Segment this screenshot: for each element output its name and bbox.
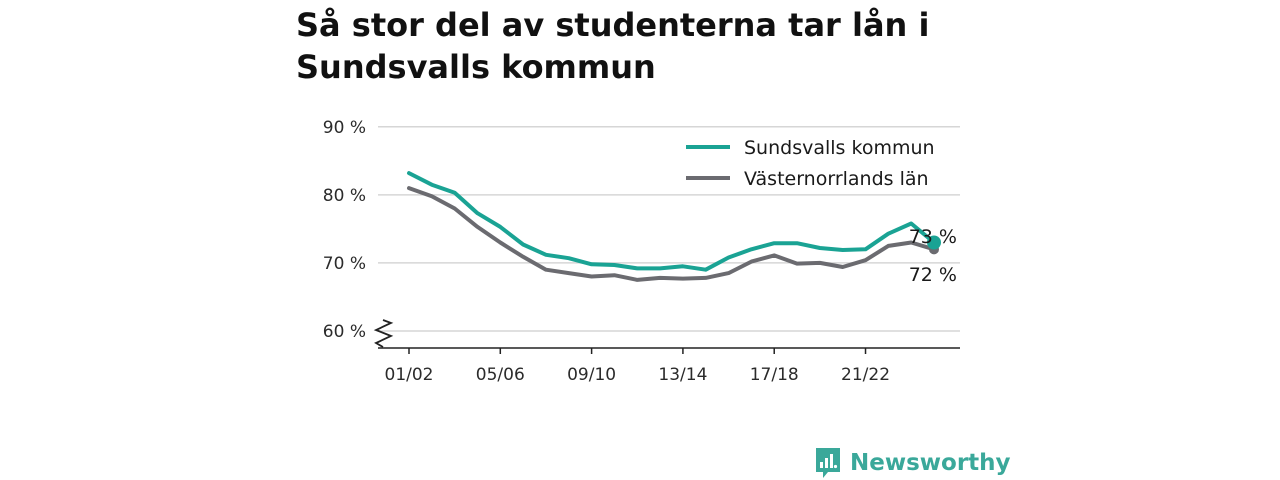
end-label-1: 72 %: [909, 264, 957, 286]
y-tick-label: 70 %: [323, 254, 366, 274]
x-tick-label: 21/22: [841, 365, 890, 385]
newsworthy-logo-icon: [816, 448, 840, 478]
series-end-point-0: [927, 235, 941, 250]
y-tick-label: 80 %: [323, 186, 366, 206]
chart-title: Så stor del av studenterna tar lån i Sun…: [296, 6, 930, 86]
axis-break-icon: [373, 319, 394, 348]
legend-label-1: Västernorrlands län: [744, 168, 929, 190]
brand-logo: Newsworthy: [814, 446, 1011, 480]
x-tick-label: 05/06: [476, 365, 525, 385]
y-tick-label: 90 %: [323, 118, 366, 138]
x-tick-label: 13/14: [658, 365, 707, 385]
x-tick-label: 01/02: [385, 365, 434, 385]
end-labels: 73 % 72 %: [909, 226, 957, 286]
brand-name: Newsworthy: [850, 450, 1011, 476]
x-tick-label: 09/10: [567, 365, 616, 385]
legend: Sundsvalls kommun Västernorrlands län: [686, 137, 935, 190]
series-line-0: [407, 171, 936, 272]
legend-label-0: Sundsvalls kommun: [744, 137, 935, 159]
y-tick-labels: 60 % 70 % 80 % 90 %: [323, 118, 366, 342]
end-label-0: 73 %: [909, 226, 957, 248]
axes: [373, 319, 960, 354]
x-tick-label: 17/18: [750, 365, 799, 385]
y-tick-label: 60 %: [323, 322, 366, 342]
x-tick-labels: 01/02 05/06 09/10 13/14 17/18 21/22: [385, 365, 891, 385]
series-line-1: [407, 186, 936, 282]
series-lines: [407, 171, 941, 282]
